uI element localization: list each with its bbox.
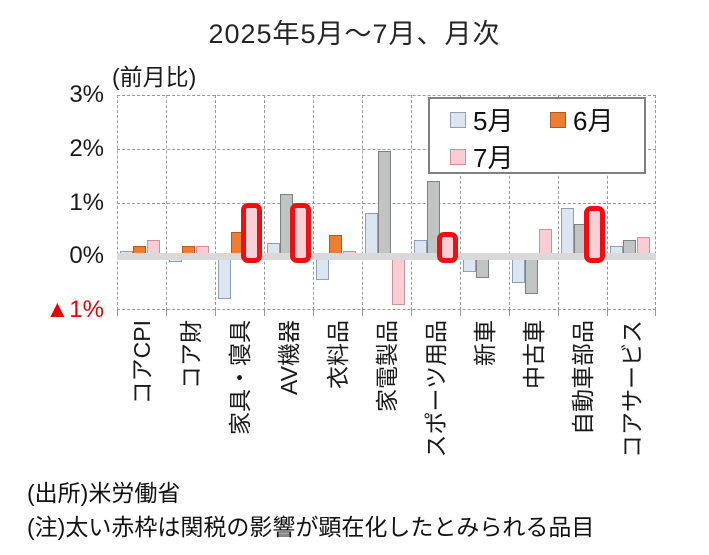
x-axis-tick: [166, 310, 167, 316]
zero-baseline: [117, 252, 656, 260]
red-frame-note: (注)太い赤枠は関税の影響が顕在化したとみられる品目: [27, 514, 595, 540]
legend-swatch-june: [550, 111, 566, 128]
gridline-vertical: [166, 95, 167, 310]
x-axis-tick: [509, 310, 510, 316]
y-tick-label: 3%: [69, 81, 104, 108]
gridline-horizontal: [117, 148, 656, 150]
gridline-vertical: [558, 95, 559, 310]
x-axis-tick: [313, 310, 314, 316]
gridline-vertical: [509, 95, 510, 310]
x-axis-tick: [655, 310, 656, 316]
legend-swatch-may: [450, 111, 466, 128]
x-axis-tick: [264, 310, 265, 316]
legend-item-may: 5月: [450, 101, 550, 138]
footer: (出所)米労働省 (注)太い赤枠は関税の影響が顕在化したとみられる品目: [27, 476, 594, 544]
category-label-9: 自動車部品: [569, 320, 596, 435]
legend-item-july: 7月: [450, 138, 550, 175]
bar-may-5: [364, 213, 378, 257]
x-axis-tick: [362, 310, 363, 316]
bar-july-9: [583, 205, 605, 264]
category-label-10: コアサービス: [618, 320, 645, 458]
x-axis-tick: [117, 310, 118, 316]
x-axis-tick: [460, 310, 461, 316]
bar-may-9: [560, 207, 574, 257]
y-tick-label: 1%: [69, 188, 104, 216]
legend-item-june: 6月: [550, 101, 644, 138]
bar-may-4: [315, 256, 329, 281]
category-label-6: スポーツ用品: [422, 320, 449, 458]
legend-label-july: 7月: [473, 143, 514, 173]
source-note: (出所)米労働省: [27, 480, 181, 506]
unit-label: (前月比): [112, 64, 197, 90]
x-axis-tick: [215, 310, 216, 316]
gridline-vertical: [264, 95, 265, 310]
bar-july-6: [436, 232, 458, 264]
category-label-5: 家電製品: [373, 320, 400, 412]
gridline-vertical: [655, 95, 656, 310]
gridline-vertical: [117, 95, 118, 310]
category-label-1: コア財: [177, 320, 204, 389]
x-axis-category-labels: コアCPI コア財 家具・寝具 AV機器 衣料品 家電製品 スポーツ用品 新車 中古車 自動車部品…: [117, 320, 656, 470]
category-label-0: コアCPI: [128, 320, 155, 405]
gridline-vertical: [313, 95, 314, 310]
category-label-8: 中古車: [520, 320, 547, 389]
bar-july-5: [391, 256, 405, 305]
category-label-4: 衣料品: [324, 320, 351, 389]
legend-label-may: 5月: [473, 106, 514, 136]
x-axis-tick: [558, 310, 559, 316]
chart-title: 2025年5月～7月、月次: [208, 19, 501, 49]
gridline-vertical: [607, 95, 608, 310]
x-axis-tick: [607, 310, 608, 316]
x-axis-tick: [411, 310, 412, 316]
legend-swatch-july: [450, 148, 466, 165]
plot-area: [117, 95, 656, 316]
gridline-vertical: [411, 95, 412, 310]
gridline-horizontal: [117, 309, 656, 310]
category-label-2: 家具・寝具: [226, 320, 253, 435]
legend-label-june: 6月: [573, 106, 614, 136]
y-tick-label: 2%: [69, 134, 104, 162]
gridline-vertical: [215, 95, 216, 310]
bar-july-3: [289, 202, 311, 264]
category-label-3: AV機器: [275, 320, 302, 395]
legend: 5月 6月 7月: [428, 97, 646, 174]
gridline-horizontal: [117, 95, 656, 96]
y-tick-label: 0%: [69, 242, 104, 270]
gridline-vertical: [460, 95, 461, 310]
bar-may-2: [217, 256, 231, 300]
bar-may-8: [511, 256, 525, 284]
y-tick-label: ▲1%: [45, 296, 104, 323]
gridline-vertical: [362, 95, 363, 310]
bar-june-5: [378, 151, 391, 257]
bar-july-2: [240, 202, 262, 264]
category-label-7: 新車: [471, 320, 498, 366]
bar-june-8: [525, 256, 538, 294]
